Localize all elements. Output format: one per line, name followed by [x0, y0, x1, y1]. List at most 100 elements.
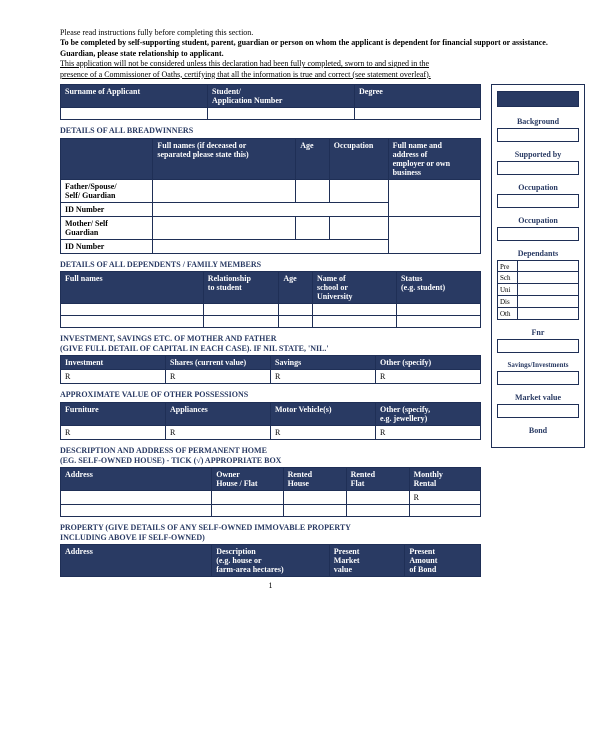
sidebar-background-title: Background — [497, 117, 579, 126]
th-bw-emp-a: Full name and — [393, 141, 442, 150]
cell-r[interactable]: R — [271, 370, 376, 384]
cell[interactable] — [279, 316, 313, 328]
dep-val[interactable] — [518, 284, 578, 295]
dependents-table: Full names Relationship to student Age N… — [60, 271, 481, 328]
sidebar-dependants-list: Pre Sch Uni Dis Oth — [497, 260, 579, 320]
cell[interactable] — [212, 505, 283, 517]
th-rflat-b: Flat — [351, 479, 365, 488]
th-dep-school: Name of school or University — [312, 272, 396, 304]
cell[interactable] — [329, 179, 388, 202]
intro-line2: To be completed by self-supporting stude… — [60, 38, 585, 59]
dep-val[interactable] — [518, 308, 578, 319]
th-pmarket-c: value — [334, 565, 352, 574]
cell-surname[interactable] — [61, 107, 208, 119]
cell[interactable] — [312, 304, 396, 316]
cell-r[interactable]: R — [166, 425, 271, 439]
cell[interactable] — [388, 216, 480, 253]
th-appnum-b: Application Number — [212, 96, 282, 105]
dep-label: Dis — [498, 296, 518, 307]
th-savings: Savings — [271, 356, 376, 370]
sidebar-supported-box[interactable] — [497, 161, 579, 175]
cell[interactable] — [396, 304, 480, 316]
th-rhouse-a: Rented — [288, 470, 312, 479]
th-dep-status: Status (e.g. student) — [396, 272, 480, 304]
dep-val[interactable] — [518, 296, 578, 307]
cell[interactable] — [61, 505, 212, 517]
th-inv: Investment — [61, 356, 166, 370]
th-rflat-a: Rented — [351, 470, 375, 479]
sidebar-occupation2-title: Occupation — [497, 216, 579, 225]
cell-r[interactable]: R — [166, 370, 271, 384]
th-dep-rel-a: Relationship — [208, 274, 251, 283]
cell[interactable] — [296, 179, 330, 202]
cell[interactable] — [153, 202, 388, 216]
dep-val[interactable] — [518, 261, 578, 271]
th-bw-emp-c: employer or own — [393, 159, 450, 168]
intro-line1: Please read instructions fully before co… — [60, 28, 585, 38]
cell[interactable] — [203, 304, 279, 316]
th-bw-names: Full names (if deceased or separated ple… — [153, 138, 296, 179]
cell[interactable] — [283, 505, 346, 517]
cell-r[interactable]: R — [271, 425, 376, 439]
cell-r[interactable]: R — [61, 425, 166, 439]
th-posoth-b: e.g. jewellery) — [380, 414, 427, 423]
cell[interactable] — [296, 216, 330, 239]
row-id2: ID Number — [61, 239, 153, 253]
cell[interactable] — [153, 239, 388, 253]
main-column: Surname of Applicant Student/ Applicatio… — [60, 84, 481, 590]
cell-r[interactable]: R — [61, 370, 166, 384]
cell[interactable] — [283, 491, 346, 505]
sidebar-fnr-box[interactable] — [497, 339, 579, 353]
home-table: Address Owner House / Flat Rented House … — [60, 467, 481, 517]
sidebar-savinv-title: Savings/Investments — [497, 361, 579, 369]
cell[interactable] — [153, 179, 296, 202]
dep-label: Oth — [498, 308, 518, 319]
cell[interactable] — [153, 216, 296, 239]
cell[interactable] — [396, 316, 480, 328]
cell[interactable] — [346, 491, 409, 505]
sidebar-fnr: Fnr — [497, 328, 579, 353]
sidebar-occupation-box[interactable] — [497, 194, 579, 208]
cell[interactable] — [312, 316, 396, 328]
cell[interactable] — [329, 216, 388, 239]
investment-table: Investment Shares (current value) Saving… — [60, 355, 481, 384]
row-mother-b: Guardian — [65, 228, 98, 237]
cell[interactable] — [409, 505, 480, 517]
cell-r[interactable]: R — [376, 370, 481, 384]
sidebar-market-box[interactable] — [497, 404, 579, 418]
section-breadwinners: DETAILS OF ALL BREADWINNERS — [60, 126, 481, 136]
th-owner: Owner House / Flat — [212, 468, 283, 491]
cell[interactable] — [203, 316, 279, 328]
cell[interactable] — [212, 491, 283, 505]
th-appl: Appliances — [166, 402, 271, 425]
cell-r[interactable]: R — [376, 425, 481, 439]
dep-label: Sch — [498, 272, 518, 283]
section-investment-a: INVESTMENT, SAVINGS ETC. OF MOTHER AND F… — [60, 334, 276, 343]
th-surname: Surname of Applicant — [61, 84, 208, 107]
th-dep-rel: Relationship to student — [203, 272, 279, 304]
sidebar-bond-title: Bond — [497, 426, 579, 435]
th-monthly: Monthly Rental — [409, 468, 480, 491]
cell-degree[interactable] — [355, 107, 481, 119]
cell[interactable] — [61, 316, 204, 328]
cell-r[interactable]: R — [409, 491, 480, 505]
th-bw-blank — [61, 138, 153, 179]
row-id1: ID Number — [61, 202, 153, 216]
th-bw-emp-d: business — [393, 168, 421, 177]
page: Please read instructions fully before co… — [0, 0, 600, 605]
sidebar-savinv-box[interactable] — [497, 371, 579, 385]
cell[interactable] — [61, 304, 204, 316]
section-dependents: DETAILS OF ALL DEPENDENTS / FAMILY MEMBE… — [60, 260, 481, 270]
sidebar-background-box[interactable] — [497, 128, 579, 142]
sidebar-occupation2-box[interactable] — [497, 227, 579, 241]
cell[interactable] — [388, 179, 480, 216]
dep-label: Uni — [498, 284, 518, 295]
cell[interactable] — [346, 505, 409, 517]
cell-appnum[interactable] — [208, 107, 355, 119]
cell[interactable] — [279, 304, 313, 316]
dep-val[interactable] — [518, 272, 578, 283]
th-dep-school-c: University — [317, 292, 353, 301]
th-dep-age: Age — [279, 272, 313, 304]
sidebar-dependants: Dependants Pre Sch Uni Dis Oth — [497, 249, 579, 320]
cell[interactable] — [61, 491, 212, 505]
